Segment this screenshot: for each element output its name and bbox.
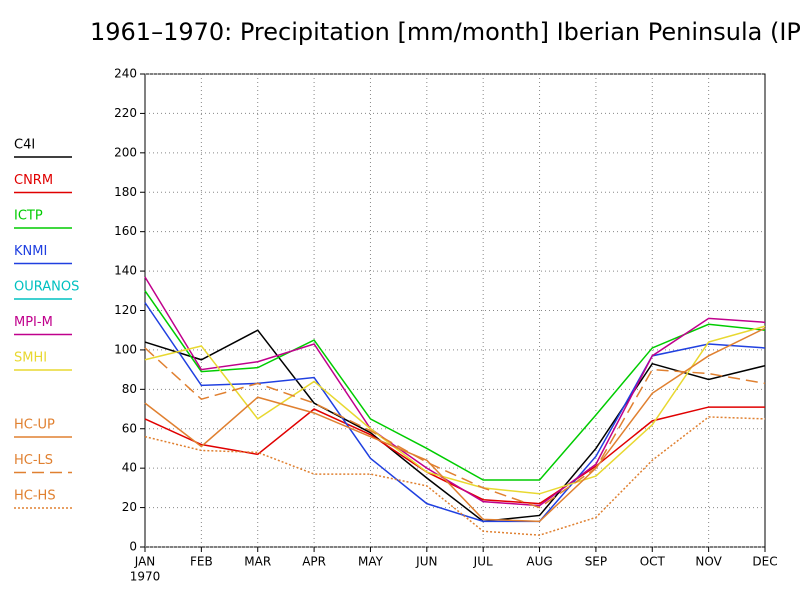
series-line [144, 325, 766, 495]
y-tick-label: 120 [114, 303, 137, 317]
x-tick-label: DEC [752, 555, 777, 569]
x-tick-label: OCT [640, 555, 666, 569]
y-tick-label: 80 [122, 382, 137, 396]
series-line [144, 329, 766, 523]
chart-title: 1961–1970: Precipitation [mm/month] Iber… [90, 18, 800, 46]
y-tick-label: 200 [114, 145, 137, 159]
x-tick-label: JAN [134, 555, 156, 569]
series-line [144, 276, 766, 507]
legend-label: CNRM [14, 173, 53, 188]
y-tick-label: 220 [114, 106, 137, 120]
x-tick-label: JUL [473, 555, 493, 569]
legend-label: HC-LS [14, 453, 53, 468]
legend-label: MPI-M [14, 315, 53, 330]
x-tick-label: NOV [695, 555, 722, 569]
series-line [144, 327, 766, 523]
series-line [144, 416, 766, 536]
x-tick-label: AUG [526, 555, 552, 569]
x-tick-label: MAR [244, 555, 271, 569]
y-tick-label: 180 [114, 185, 137, 199]
y-tick-label: 140 [114, 264, 137, 278]
x-year-label: 1970 [130, 570, 161, 584]
legend-label: SMHI [14, 351, 47, 366]
legend-label: C4I [14, 138, 35, 153]
y-tick-label: 20 [122, 500, 137, 514]
x-tick-label: FEB [190, 555, 213, 569]
x-tick-label: JUN [415, 555, 437, 569]
series-line [144, 290, 766, 481]
series-line [144, 347, 766, 509]
legend-label: ICTP [14, 209, 43, 224]
legend-label: HC-HS [14, 489, 56, 504]
y-tick-label: 160 [114, 224, 137, 238]
y-tick-label: 240 [114, 67, 137, 81]
legend-label: OURANOS [14, 280, 79, 295]
legend-label: HC-UP [14, 418, 55, 433]
y-tick-label: 40 [122, 461, 137, 475]
y-tick-label: 0 [129, 540, 137, 554]
x-tick-label: MAY [358, 555, 384, 569]
x-tick-label: SEP [585, 555, 607, 569]
y-tick-label: 100 [114, 342, 137, 356]
x-tick-label: APR [302, 555, 326, 569]
legend-label: KNMI [14, 244, 47, 259]
series-line [144, 302, 766, 523]
y-tick-label: 60 [122, 421, 137, 435]
